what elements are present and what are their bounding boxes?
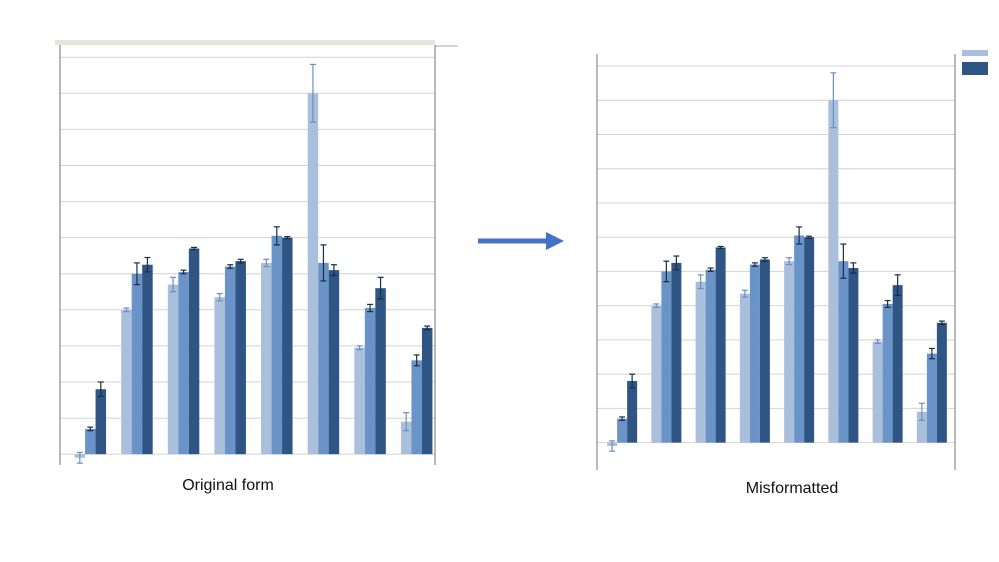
bar (307, 93, 319, 455)
bar (784, 261, 795, 443)
bar (739, 293, 750, 443)
bar (651, 305, 662, 443)
bar (715, 247, 726, 443)
bar (318, 262, 329, 455)
bar (328, 270, 340, 455)
bar (872, 341, 883, 443)
bar (671, 262, 682, 443)
bar (271, 235, 283, 455)
chart-top-band (55, 40, 435, 45)
bar (916, 411, 927, 443)
bar (121, 309, 132, 455)
legend-swatch (962, 62, 988, 75)
legend-swatch (962, 50, 988, 56)
bar (936, 322, 947, 443)
bar (892, 285, 903, 443)
bar (661, 271, 672, 443)
bar (354, 347, 365, 455)
bar (617, 418, 628, 443)
bar (926, 353, 937, 443)
bar (705, 269, 716, 443)
bar (804, 237, 815, 443)
bar (759, 259, 770, 443)
bar (400, 421, 412, 455)
bar (627, 380, 638, 443)
bar (261, 262, 272, 455)
bar (95, 389, 107, 455)
bar (167, 284, 179, 455)
bar (188, 248, 200, 455)
bar (848, 268, 859, 443)
bar (882, 303, 893, 443)
bar (282, 237, 293, 455)
caption: Original form (182, 477, 274, 494)
bar (749, 264, 760, 443)
bar (85, 428, 96, 455)
bar (411, 360, 422, 455)
bar (214, 297, 225, 455)
bar (142, 264, 153, 455)
bar (235, 261, 246, 455)
bar (421, 327, 433, 455)
bar (178, 271, 189, 455)
arrow-head (546, 232, 564, 250)
bar (131, 273, 143, 455)
bar (828, 100, 839, 443)
bar (838, 261, 849, 443)
bar (794, 235, 805, 443)
bar (375, 288, 386, 455)
caption: Misformatted (746, 480, 838, 497)
bar (695, 281, 706, 443)
bar (364, 308, 376, 455)
bar (224, 266, 236, 455)
